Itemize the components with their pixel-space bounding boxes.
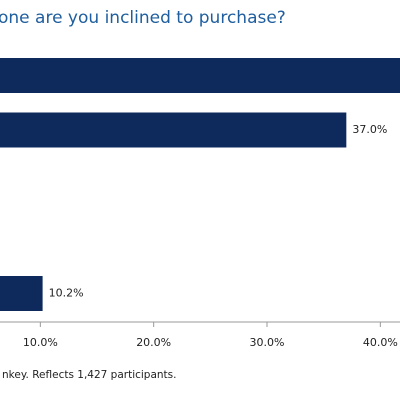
x-tick-label: 10.0% [23, 336, 58, 349]
bar [0, 276, 43, 311]
value-label: 37.0% [352, 123, 387, 136]
x-tick-label: 40.0% [363, 336, 398, 349]
chart-title: one are you inclined to purchase? [0, 8, 286, 28]
value-label: 10.2% [49, 287, 84, 300]
bar [0, 58, 400, 93]
bar [0, 112, 347, 148]
source-note: nkey. Reflects 1,427 participants. [2, 369, 177, 381]
x-tick-label: 20.0% [136, 336, 171, 349]
x-tick-label: 30.0% [250, 336, 285, 349]
